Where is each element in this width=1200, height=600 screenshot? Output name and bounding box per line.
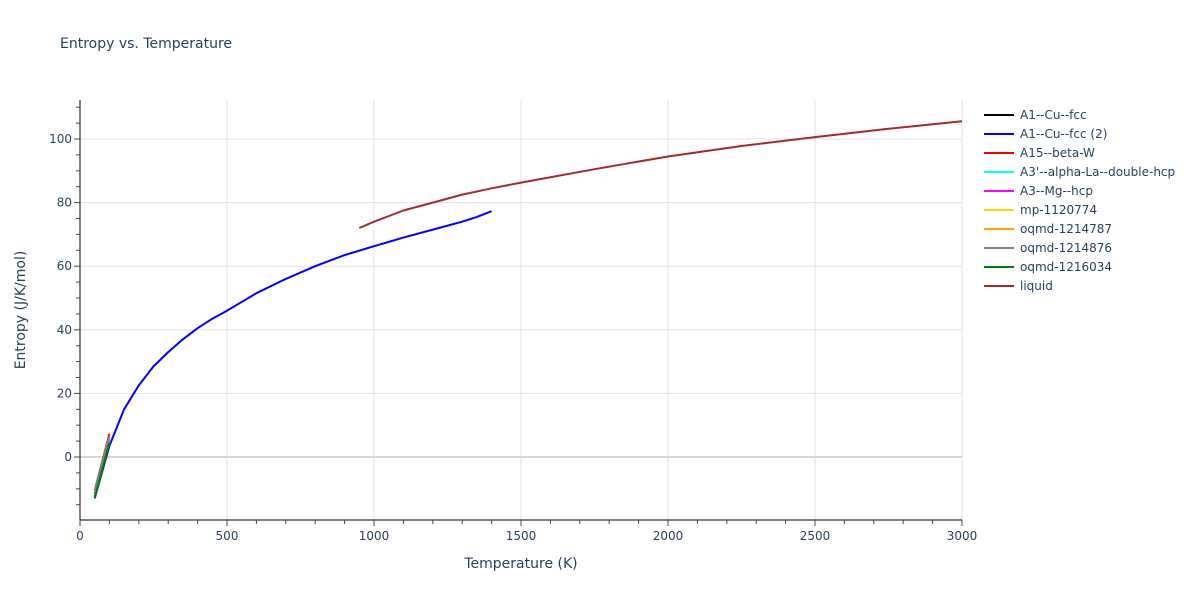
x-axis-title: Temperature (K) — [463, 556, 577, 572]
legend-line-icon — [984, 170, 1014, 173]
x-tick-label: 1000 — [359, 529, 390, 543]
legend-label: A3'--alpha-La--double-hcp — [1020, 164, 1176, 179]
legend-label: oqmd-1214876 — [1020, 240, 1113, 255]
legend-item[interactable]: A3--Mg--hcp — [984, 181, 1175, 200]
y-tick-label: 100 — [49, 132, 72, 146]
legend-line-icon — [984, 265, 1014, 268]
y-axis-title: Entropy (J/K/mol) — [13, 251, 29, 370]
legend-item[interactable]: A15--beta-W — [984, 143, 1175, 162]
legend-item[interactable]: A1--Cu--fcc — [984, 105, 1175, 124]
legend-item[interactable]: A3'--alpha-La--double-hcp — [984, 162, 1175, 181]
x-tick-label: 2000 — [653, 529, 684, 543]
y-tick-label: 80 — [57, 196, 72, 210]
legend-item[interactable]: liquid — [984, 276, 1175, 295]
grid-lines — [80, 100, 963, 520]
legend-label: liquid — [1020, 278, 1053, 293]
legend-item[interactable]: oqmd-1214876 — [984, 238, 1175, 257]
y-tick-label: 20 — [57, 386, 72, 400]
legend-label: A1--Cu--fcc (2) — [1020, 126, 1108, 141]
legend-item[interactable]: oqmd-1216034 — [984, 257, 1175, 276]
legend-line-icon — [984, 208, 1014, 211]
legend-line-icon — [984, 132, 1014, 135]
legend-line-icon — [984, 189, 1014, 192]
legend-item[interactable]: oqmd-1214787 — [984, 219, 1175, 238]
legend-label: mp-1120774 — [1020, 202, 1098, 217]
x-tick-label: 500 — [216, 529, 239, 543]
chart-title: Entropy vs. Temperature — [60, 36, 233, 52]
legend-label: oqmd-1214787 — [1020, 221, 1113, 236]
y-tick-label: 0 — [64, 450, 72, 464]
trace-liquid[interactable] — [358, 120, 963, 229]
y-tick-label: 40 — [57, 323, 72, 337]
trace-oqmd-1214876[interactable] — [93, 436, 111, 491]
axes: 0 500 1000 1500 2000 2500 3000 0 20 40 60 80 100 — [49, 100, 977, 543]
x-tick-label: 1500 — [506, 529, 537, 543]
y-tick-label: 60 — [57, 259, 72, 273]
legend-item[interactable]: mp-1120774 — [984, 200, 1175, 219]
legend-line-icon — [984, 227, 1014, 230]
legend-label: oqmd-1216034 — [1020, 259, 1113, 274]
legend-item[interactable]: A1--Cu--fcc (2) — [984, 124, 1175, 143]
x-tick-label: 3000 — [947, 529, 978, 543]
x-tick-label: 0 — [76, 529, 84, 543]
legend-line-icon — [984, 246, 1014, 249]
x-tick-label: 2500 — [800, 529, 831, 543]
data-traces — [93, 120, 963, 499]
legend-label: A15--beta-W — [1020, 145, 1095, 160]
legend-label: A1--Cu--fcc — [1020, 107, 1087, 122]
legend-line-icon — [984, 284, 1014, 287]
trace-a1-cu-fcc-2-[interactable] — [93, 210, 492, 499]
trace-oqmd-1216034[interactable] — [93, 442, 111, 498]
legend-label: A3--Mg--hcp — [1020, 183, 1093, 198]
legend: A1--Cu--fcc A1--Cu--fcc (2) A15--beta-W A3'… — [984, 105, 1175, 295]
legend-line-icon — [984, 151, 1014, 154]
legend-line-icon — [984, 113, 1014, 116]
